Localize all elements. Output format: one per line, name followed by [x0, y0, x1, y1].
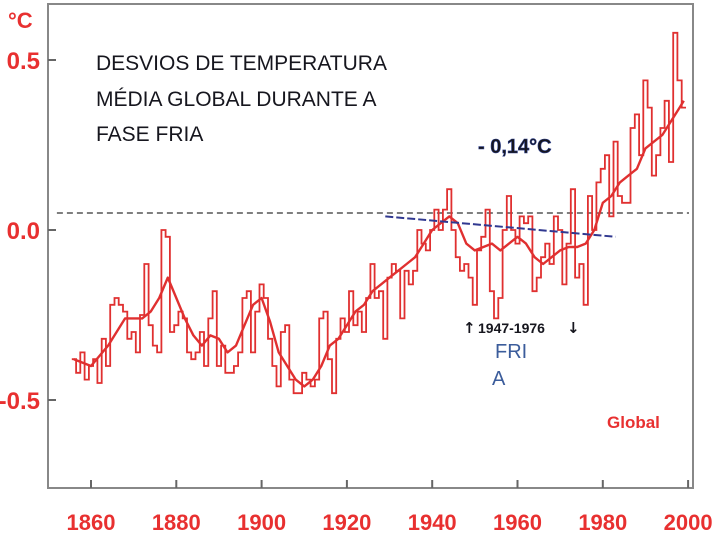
x-tick-label: 1980	[578, 510, 627, 535]
period-arrow-down: ↓	[567, 319, 580, 337]
y-axis-unit-label: °C	[8, 8, 33, 33]
series-label-global: Global	[607, 413, 660, 432]
y-tick-label: 0.5	[7, 48, 40, 75]
x-tick-label: 2000	[664, 510, 713, 535]
trend-value-label: - 0,14°C	[478, 136, 552, 158]
x-tick-label: 1880	[152, 510, 201, 535]
y-axis: 0.5 0.0 -0.5	[0, 48, 56, 415]
x-tick-label: 1920	[322, 510, 371, 535]
phase-label-line-1: FRI	[495, 341, 527, 363]
x-tick-label: 1960	[493, 510, 542, 535]
plot-frame	[47, 3, 694, 489]
chart-title-line-2: MÉDIA GLOBAL DURANTE A	[96, 88, 376, 111]
smoothed-series-line	[73, 100, 685, 388]
period-arrow-up: ↑	[463, 319, 476, 337]
trend-line	[385, 215, 616, 238]
y-tick-label: 0.0	[7, 218, 40, 245]
x-tick-label: 1860	[67, 510, 116, 535]
y-tick-label: -0.5	[0, 388, 40, 415]
chart-title-line-3: FASE FRIA	[96, 123, 203, 146]
x-tick-label: 1900	[237, 510, 286, 535]
phase-label-line-2: A	[492, 368, 506, 390]
period-label: 1947-1976	[478, 320, 545, 336]
x-axis: 1860 1880 1900 1920 1940 1960 1980 2000	[67, 480, 713, 535]
chart-title-line-1: DESVIOS DE TEMPERATURA	[96, 52, 387, 75]
x-tick-label: 1940	[408, 510, 457, 535]
annual-series-line	[71, 31, 686, 395]
